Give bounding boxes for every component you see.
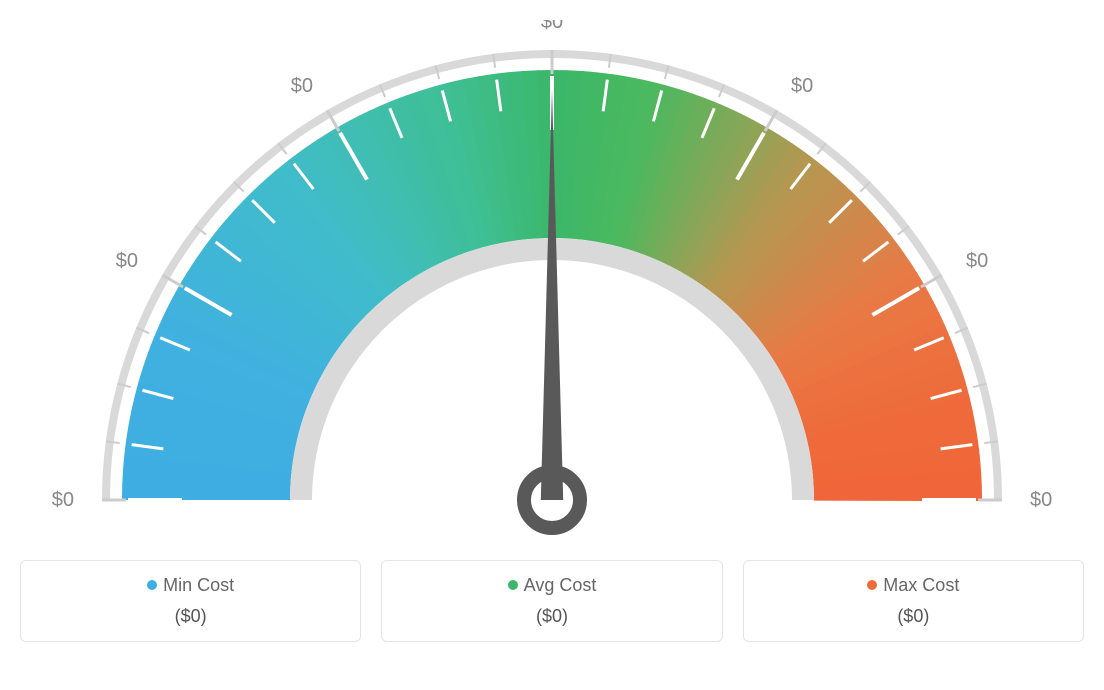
legend-value-max: ($0) [744,606,1083,627]
legend-row: Min Cost ($0) Avg Cost ($0) Max Cost ($0… [20,560,1084,642]
svg-text:$0: $0 [291,75,313,97]
svg-text:$0: $0 [791,75,813,97]
svg-text:$0: $0 [52,489,74,511]
svg-text:$0: $0 [966,250,988,272]
legend-label-min: Min Cost [163,575,234,595]
svg-text:$0: $0 [541,20,563,33]
legend-title-min: Min Cost [21,575,360,596]
legend-card-max: Max Cost ($0) [743,560,1084,642]
bullet-icon-max [867,580,877,590]
legend-value-avg: ($0) [382,606,721,627]
legend-label-max: Max Cost [883,575,959,595]
legend-title-avg: Avg Cost [382,575,721,596]
gauge-chart: $0 $0 $0 $0 $0 $0 $0 [20,20,1084,540]
bullet-icon-avg [508,580,518,590]
legend-label-avg: Avg Cost [524,575,597,595]
gauge-chart-container: $0 $0 $0 $0 $0 $0 $0 Min Cost ($0) Avg Cost ($… [20,20,1084,642]
legend-card-min: Min Cost ($0) [20,560,361,642]
legend-title-max: Max Cost [744,575,1083,596]
legend-value-min: ($0) [21,606,360,627]
svg-text:$0: $0 [116,250,138,272]
gauge-svg: $0 $0 $0 $0 $0 $0 $0 [20,20,1084,540]
bullet-icon-min [147,580,157,590]
legend-card-avg: Avg Cost ($0) [381,560,722,642]
svg-text:$0: $0 [1030,489,1052,511]
